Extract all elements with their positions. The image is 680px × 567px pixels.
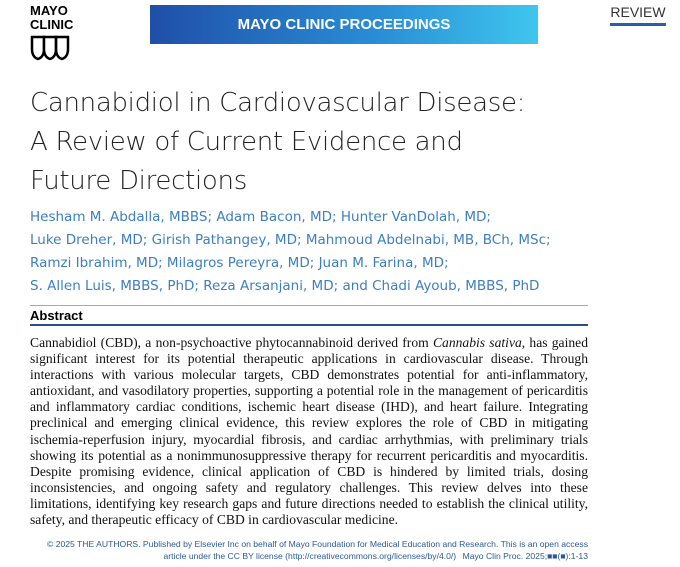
abstract-text: Cannabidiol (CBD), a non-psychoactive ph…	[30, 335, 588, 528]
logo-text: CLINIC	[30, 17, 74, 32]
author-line: S. Allen Luis, MBBS, PhD; Reza Arsanjani…	[30, 278, 540, 294]
logo-shields	[30, 35, 70, 61]
logo-text: MAYO	[30, 3, 68, 18]
citation: Mayo Clin Proc. 2025;■■(■):1-13	[462, 551, 588, 561]
species-name: Cannabis sativa	[432, 335, 522, 350]
abstract-heading: Abstract	[30, 305, 588, 326]
journal-banner: MAYO CLINIC PROCEEDINGS	[150, 5, 538, 44]
author-line: Hesham M. Abdalla, MBBS; Adam Bacon, MD;…	[30, 209, 491, 225]
authors: Hesham M. Abdalla, MBBS; Adam Bacon, MD;…	[30, 206, 551, 298]
text: Cannabidiol (CBD), a non-psychoactive ph…	[30, 335, 429, 350]
author-line: Ramzi Ibrahim, MD; Milagros Pereyra, MD;…	[30, 255, 449, 271]
section-label: REVIEW	[610, 4, 666, 26]
logo: MAYO CLINIC	[30, 4, 90, 64]
copyright: © 2025 THE AUTHORS. Published by Elsevie…	[46, 539, 588, 561]
text: , has gained significant interest for it…	[30, 335, 588, 528]
footer: © 2025 THE AUTHORS. Published by Elsevie…	[30, 538, 588, 562]
article-title: Cannabidiol in Cardiovascular Disease: A…	[30, 88, 526, 196]
author-line: Luke Dreher, MD; Girish Pathangey, MD; M…	[30, 232, 551, 248]
